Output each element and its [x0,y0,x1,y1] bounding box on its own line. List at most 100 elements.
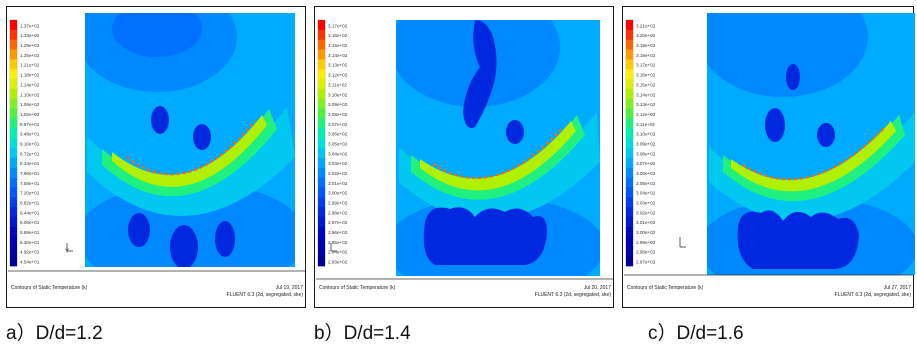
colorbar-swatch [318,59,325,70]
colorbar-swatch [318,118,325,129]
colorbar-swatch [10,157,17,168]
colorbar-swatch [318,79,325,90]
colorbar-c: 3.21e+02 3.20e+02 3.19e+02 3.18e+02 3.17e+02… [625,19,686,267]
colorbar-tick-label: 3.03e+02 [636,201,656,206]
colorbar-tick-label: 3.13e+02 [328,63,348,68]
colorbar-b: 3.17e+02 3.16e+02 3.15e+02 3.14e+02 3.13e+02… [317,19,348,267]
colorbar-swatch [318,128,325,139]
colorbar-tick-label: 3.10e+02 [328,92,348,97]
colorbar-swatch [626,236,633,247]
colorbar-tick-label: 3.02e+02 [636,210,656,215]
cold-spot-a5 [215,221,235,257]
colorbar-tick-label: 3.12e+02 [328,73,348,78]
colorbar-swatch [626,118,633,129]
colorbar-tick-label: 3.08e+02 [636,151,656,156]
colorbar-swatch [10,98,17,109]
colorbar-tick-label: 3.14e+02 [636,92,656,97]
colorbar-swatch [626,39,633,50]
colorbar-tick-label: 3.04e+02 [636,191,656,196]
colorbar-tick-label: 3.17e+02 [636,63,656,68]
colorbar-swatch [626,157,633,168]
colorbar-swatch [626,128,633,139]
colorbar-tick-label: 3.17e+02 [328,23,348,28]
footer-label-b: Contours of Static Temperature (k) [319,285,396,291]
colorbar-swatch [626,88,633,100]
colorbar-swatch [318,256,325,267]
cold-plume-b [463,20,497,128]
footer-solver-c: FLUENT 6.3 (2d, segregated, ske) [835,292,912,298]
colorbar-swatch [626,108,633,119]
colorbar-tick-label: 2.97e+02 [636,260,656,265]
cold-lobes-c [737,210,859,269]
colorbar-tick-label: 1.33e+02 [20,33,40,38]
colorbar-tick-label: 1.14e+02 [20,82,40,87]
colorbar-c-labels: 3.21e+02 3.20e+02 3.19e+02 3.18e+02 3.17e+02… [636,23,656,264]
colorbar-swatch [10,88,17,100]
colorbar-swatch [626,79,633,90]
colorbar-tick-label: 9.10e+01 [20,141,40,146]
colorbar-tick-label: 3.01e+02 [328,181,348,186]
colorbar-tick-label: 6.44e+01 [20,210,40,215]
colorbar-swatch [10,197,17,208]
colorbar-swatch [626,20,633,31]
colorbar-tick-label: 1.29e+02 [20,43,40,48]
colorbar-tick-label: 3.03e+02 [328,161,348,166]
colorbar-swatch [318,147,325,159]
colorbar-swatch [318,197,325,208]
colorbar-tick-label: 3.02e+02 [328,171,348,176]
colorbar-tick-label: 1.25e+02 [20,53,40,58]
contour-panel-b: 3.17e+02 3.16e+02 3.15e+02 3.14e+02 3.13e+02… [314,6,614,308]
colorbar-tick-label: 3.16e+02 [636,73,656,78]
colorbar-tick-label: 6.82e+01 [20,201,40,206]
colorbar-tick-label: 3.12e+02 [636,112,656,117]
colorbar-swatch [10,187,17,198]
colorbar-tick-label: 3.09e+02 [328,102,348,107]
colorbar-swatch [318,39,325,50]
colorbar-swatch [318,108,325,119]
colorbar-tick-label: 1.06e+02 [20,102,40,107]
colorbar-tick-label: 3.07e+02 [636,161,656,166]
colorbar-tick-label: 3.04e+02 [328,151,348,156]
colorbar-swatch [318,69,325,80]
colorbar-swatch [626,98,633,109]
footer-label-c: Contours of Static Temperature (k) [627,285,704,291]
colorbar-swatch [10,206,17,218]
colorbar-swatch [10,167,17,178]
colorbar-swatch [318,49,325,60]
colorbar-swatch [318,20,325,31]
colorbar-tick-label: 3.18e+02 [636,53,656,58]
cold-spot-a3 [128,213,150,247]
colorbar-swatch [10,216,17,227]
colorbar-tick-label: 2.99e+02 [328,201,348,206]
colorbar-swatch [318,177,325,188]
colorbar-tick-label: 5.68e+01 [20,230,40,235]
colorbar-swatch [318,29,325,40]
colorbar-tick-label: 4.54e+01 [20,260,40,265]
colorbar-a: 1.37e+02 1.33e+02 1.29e+02 1.25e+02 1.21e+02… [9,19,73,267]
colorbar-swatch [318,88,325,100]
colorbar-tick-label: 3.00e+02 [328,191,348,196]
colorbar-swatch [626,187,633,198]
colorbar-swatch [318,98,325,109]
footer-label-a: Contours of Static Temperature (k) [11,285,88,291]
footer-solver-a: FLUENT 6.3 (2d, segregated, ske) [227,292,304,298]
colorbar-tick-label: 3.11e+02 [328,82,347,87]
colorbar-tick-label: 2.99e+02 [636,240,656,245]
cold-spot-c3 [817,123,835,147]
colorbar-swatch [10,246,17,257]
colorbar-tick-label: 3.15e+02 [636,82,656,87]
colorbar-tick-label: 1.02e+02 [20,112,40,117]
colorbar-swatch [318,138,325,149]
colorbar-tick-label: 3.06e+02 [636,171,656,176]
colorbar-tick-label: 8.72e+01 [20,151,40,156]
colorbar-swatch [626,177,633,188]
colorbar-swatch [318,236,325,247]
colorbar-swatch [10,177,17,188]
colorbar-swatch [318,226,325,237]
colorbar-swatch [626,147,633,159]
colorbar-swatch [10,20,17,31]
colorbar-tick-label: 3.19e+02 [636,43,656,48]
caption-b: b）D/d=1.4 [314,323,411,344]
cold-spot-a4 [170,225,198,267]
colorbar-tick-label: 2.97e+02 [328,220,348,225]
